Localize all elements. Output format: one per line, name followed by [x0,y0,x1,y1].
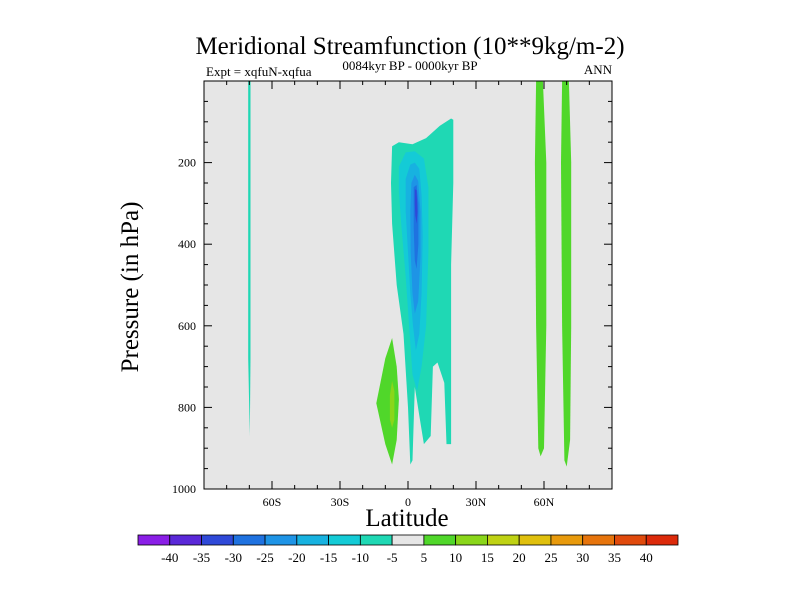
x-tick-label: 30S [331,495,350,509]
x-tick-label: 30N [466,495,487,509]
colorbar-swatch [169,534,202,546]
colorbar-label: -30 [225,550,242,565]
x-axis-label: Latitude [365,505,448,532]
colorbar-swatch [518,534,552,546]
colorbar-label: -35 [193,550,210,565]
contour-region-9 [534,81,547,457]
colorbar-label: -5 [387,550,398,565]
y-tick-label: 1000 [172,482,196,496]
y-tick-label: 200 [178,156,196,170]
y-tick-label: 600 [178,319,196,333]
colorbar-label: -25 [256,550,273,565]
colorbar-swatch [264,534,298,546]
colorbar-swatch [423,534,457,546]
colorbar-swatch [296,534,329,546]
season-label: ANN [584,62,613,77]
x-tick-label: 60N [534,495,555,509]
colorbar-swatch [614,534,647,546]
colorbar-swatch [391,534,425,546]
y-tick-label: 400 [178,237,196,251]
contour-regions [248,81,572,467]
experiment-label: Expt = xqfuN-xqfua [206,64,312,79]
y-tick-label: 800 [178,400,196,414]
colorbar-swatch [137,534,171,546]
y-axis-ticks: 200 400 600 800 1000 [172,80,612,496]
colorbar-label: 10 [449,550,462,565]
colorbar-label: -40 [161,550,178,565]
colorbar-swatch [232,534,266,546]
colorbar-label: -15 [320,550,337,565]
chart-title: Meridional Streamfunction (10**9kg/m-2) [195,33,624,60]
colorbar-label: 20 [513,550,526,565]
y-axis-label: Pressure (in hPa) [117,202,144,373]
colorbar-swatch [487,534,520,546]
colorbar-swatch [582,534,615,546]
colorbar-swatch [550,534,584,546]
x-tick-label: 60S [263,495,282,509]
colorbar-label: 5 [421,550,428,565]
x-axis-ticks: 60S 30S 0 30N 60N [226,81,590,509]
colorbar-label: 25 [544,550,557,565]
colorbar-swatch [455,534,488,546]
colorbar-swatch [328,534,361,546]
colorbar-label: 15 [481,550,494,565]
colorbar-swatch [645,534,679,546]
period-label: 0084kyr BP - 0000kyr BP [342,58,477,73]
colorbar-label: 30 [576,550,589,565]
colorbar-label: -20 [288,550,305,565]
colorbar-label: 35 [608,550,621,565]
contour-region-6 [414,189,418,224]
contour-region-8 [389,380,395,428]
contour-region-0 [248,81,251,436]
colorbar-label: 40 [640,550,653,565]
colorbar-swatch [359,534,393,546]
x-tick-label: 0 [405,495,411,509]
colorbar: -40 -35 -30 -25 -20 -15 -10 -5 5 10 15 20 25 30 35 40 [137,534,679,565]
contour-region-10 [561,81,572,467]
colorbar-label: -10 [352,550,369,565]
contour-region-7 [376,338,399,465]
colorbar-swatch [201,534,234,546]
